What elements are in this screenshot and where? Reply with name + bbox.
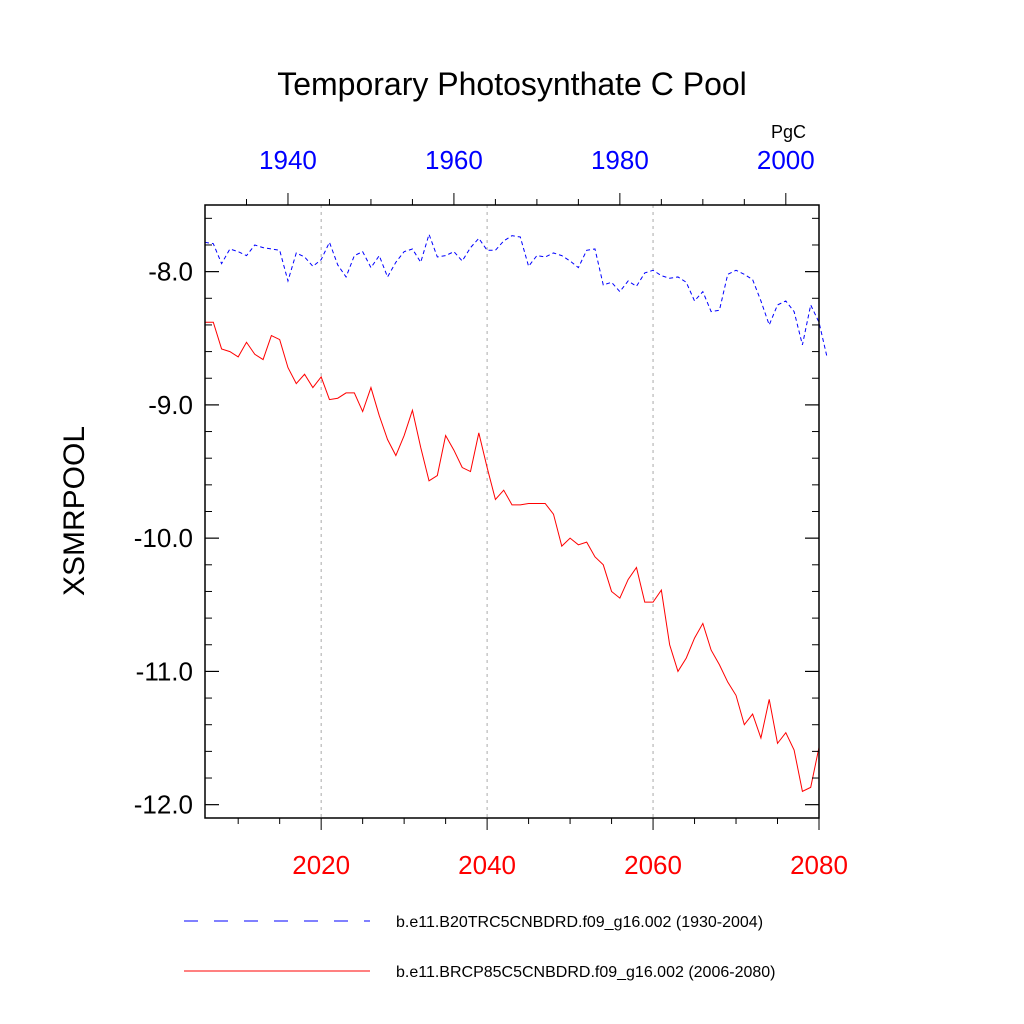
series-line-2 xyxy=(205,321,820,793)
y-tick-label: -11.0 xyxy=(136,656,193,686)
x-top-tick-label: 1940 xyxy=(259,145,317,175)
legend-label-1: b.e11.B20TRC5CNBDRD.f09_g16.002 (1930-20… xyxy=(396,914,763,931)
x-bottom-tick-label: 2080 xyxy=(790,850,848,880)
y-tick-label: -12.0 xyxy=(134,790,193,820)
grid-lines xyxy=(320,205,654,818)
x-top-tick-label: 2000 xyxy=(757,145,815,175)
y-axis-label: XSMRPOOL xyxy=(58,426,91,596)
axes: -8.0 -9.0 -10.0 -11.0 -12.0 2020 2040 2060 2080 1… xyxy=(134,145,848,880)
x-bottom-tick-label: 2060 xyxy=(624,850,682,880)
x-top-tick-label: 1960 xyxy=(425,145,483,175)
plot-frame xyxy=(204,204,820,819)
units-label: PgC xyxy=(771,122,806,142)
y-tick-label: -10.0 xyxy=(134,523,193,553)
y-tick-label: -9.0 xyxy=(148,390,193,420)
x-bottom-tick-label: 2020 xyxy=(292,850,350,880)
series-line-1 xyxy=(204,232,828,359)
x-bottom-tick-label: 2040 xyxy=(458,850,516,880)
y-tick-label: -8.0 xyxy=(148,257,193,287)
plot-area xyxy=(204,232,828,793)
legend: b.e11.B20TRC5CNBDRD.f09_g16.002 (1930-20… xyxy=(184,914,775,981)
chart-title: Temporary Photosynthate C Pool xyxy=(277,66,747,102)
x-top-tick-label: 1980 xyxy=(591,145,649,175)
legend-label-2: b.e11.BRCP85C5CNBDRD.f09_g16.002 (2006-2… xyxy=(396,964,775,981)
